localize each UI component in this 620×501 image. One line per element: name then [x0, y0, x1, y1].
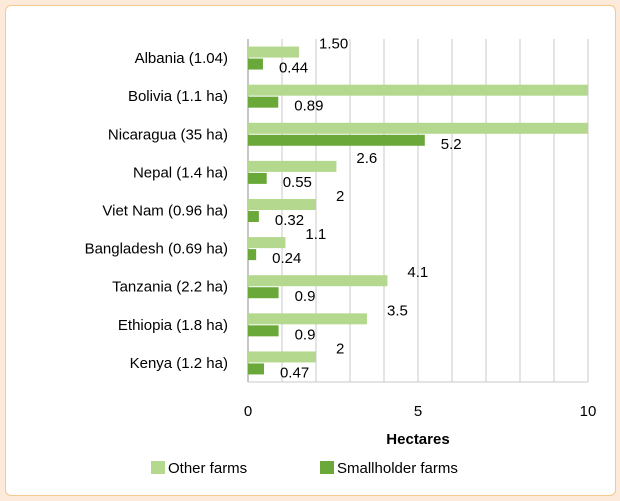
bar-smallholder-farms — [248, 287, 279, 299]
category-label: Nepal (1.4 ha) — [133, 164, 228, 181]
bar-other-farms — [248, 160, 337, 172]
bar-other-farms — [248, 275, 388, 287]
bar-other-farms — [248, 351, 316, 363]
bar-smallholder-farms — [248, 134, 425, 146]
data-label-other-farms: 3.5 — [387, 302, 408, 319]
legend-swatch — [320, 461, 334, 474]
category-label: Albania (1.04) — [135, 50, 228, 67]
bar-other-farms — [248, 46, 299, 58]
bar-smallholder-farms — [248, 172, 267, 184]
category-label: Viet Nam (0.96 ha) — [102, 203, 228, 220]
data-label-smallholder-farms: 0.32 — [275, 212, 304, 229]
bar-smallholder-farms — [248, 325, 279, 337]
data-label-smallholder-farms: 0.9 — [295, 288, 316, 305]
bar-smallholder-farms — [248, 249, 257, 261]
data-label-smallholder-farms: 0.89 — [294, 98, 323, 115]
bar-other-farms — [248, 122, 588, 134]
legend-swatch — [151, 461, 165, 474]
legend-label: Other farms — [168, 460, 247, 477]
data-label-smallholder-farms: 0.24 — [272, 250, 301, 267]
bar-smallholder-farms — [248, 96, 279, 108]
x-tick-labels: 0 5 10 — [244, 403, 597, 420]
category-labels: Albania (1.04) Bolivia (1.1 ha) Nicaragua … — [85, 50, 228, 372]
data-label-smallholder-farms: 0.9 — [295, 326, 316, 343]
data-labels: 1.50 0.44 0.89 5.2 2.6 0.55 2 0.321.10.24 4.1 0.9… — [272, 36, 461, 382]
category-label: Ethiopia (1.8 ha) — [118, 317, 228, 334]
category-label: Bolivia (1.1 ha) — [128, 88, 228, 105]
data-label-other-farms: 1.1 — [305, 226, 326, 243]
data-label-other-farms: 2 — [336, 340, 344, 357]
data-label-smallholder-farms: 0.44 — [279, 60, 308, 77]
data-label-other-farms: 2 — [336, 188, 344, 205]
bars — [248, 46, 588, 375]
bar-smallholder-farms — [248, 58, 263, 70]
x-axis-title: Hectares — [386, 431, 449, 448]
data-label-other-farms: 4.1 — [407, 264, 428, 281]
category-label: Nicaragua (35 ha) — [108, 126, 228, 143]
data-label-other-farms: 2.6 — [356, 150, 377, 167]
category-label: Tanzania (2.2 ha) — [112, 279, 228, 296]
category-label: Kenya (1.2 ha) — [130, 355, 228, 372]
bar-other-farms — [248, 199, 316, 210]
gridlines — [247, 39, 589, 383]
legend: Other farms Smallholder farms — [151, 460, 458, 477]
data-label-other-farms: 1.50 — [319, 36, 348, 53]
bar-other-farms — [248, 313, 367, 325]
bar-smallholder-farms — [248, 363, 264, 375]
legend-label: Smallholder farms — [337, 460, 458, 477]
x-tick-label: 5 — [414, 403, 422, 420]
data-label-smallholder-farms: 0.47 — [280, 364, 309, 381]
x-tick-label: 0 — [244, 403, 252, 420]
category-label: Bangladesh (0.69 ha) — [85, 241, 228, 258]
x-tick-label: 10 — [580, 403, 597, 420]
bar-other-farms — [248, 237, 286, 249]
data-label-smallholder-farms: 0.55 — [283, 174, 312, 191]
data-label-smallholder-farms: 5.2 — [441, 136, 462, 153]
bar-smallholder-farms — [248, 211, 259, 222]
bar-other-farms — [248, 84, 588, 96]
